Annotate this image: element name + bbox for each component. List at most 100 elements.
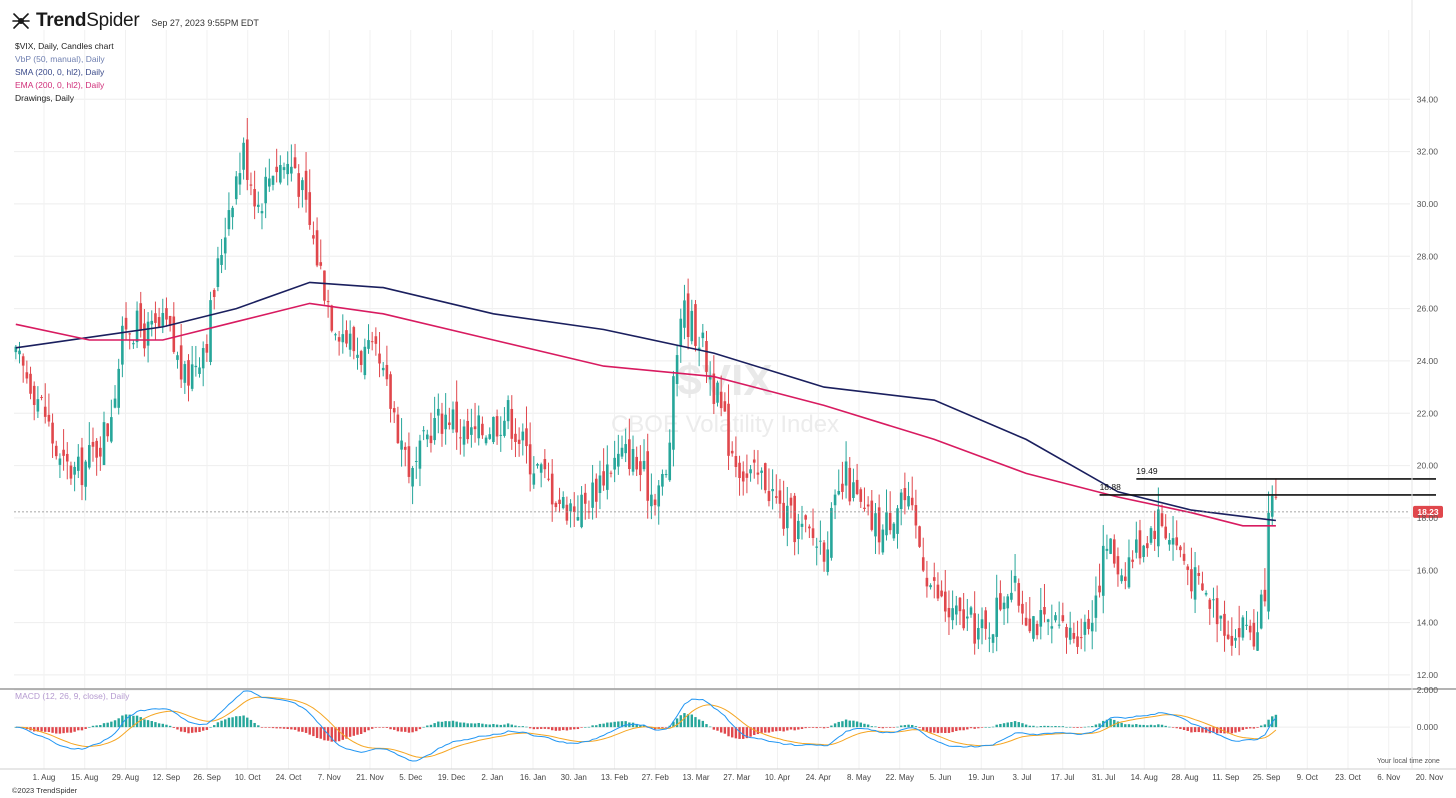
macd-histogram-bar xyxy=(66,727,69,733)
candle-body xyxy=(1039,610,1043,627)
macd-histogram-bar xyxy=(899,725,903,728)
macd-histogram-bar xyxy=(558,727,561,731)
legend-symbol[interactable]: $VIX, Daily, Candles chart xyxy=(15,41,114,51)
time-tick-label: 10. Apr xyxy=(765,773,791,782)
macd-histogram-bar xyxy=(323,727,326,741)
candle-body xyxy=(139,303,143,331)
macd-histogram-bar xyxy=(819,727,822,728)
candle-body xyxy=(282,167,286,171)
candle-body xyxy=(1006,596,1010,609)
candle-body xyxy=(1149,528,1153,543)
candle-body xyxy=(793,495,796,543)
candle-body xyxy=(1252,622,1256,647)
candle-body xyxy=(855,479,859,495)
candle-body xyxy=(135,310,139,343)
macd-histogram-bar xyxy=(1087,726,1090,728)
candle-body xyxy=(481,423,484,436)
legend-sma[interactable]: SMA (200, 0, hl2), Daily xyxy=(15,67,105,77)
macd-legend[interactable]: MACD (12, 26, 9, close), Daily xyxy=(15,691,130,701)
candle-body xyxy=(444,414,447,430)
candle-body xyxy=(539,464,543,473)
candle-body xyxy=(1112,539,1116,564)
candle-body xyxy=(389,374,392,409)
candle-body xyxy=(694,304,697,346)
brand-logo: TrendSpider xyxy=(36,10,140,32)
macd-histogram-bar xyxy=(631,722,635,728)
candle-body xyxy=(723,401,727,412)
candle-body xyxy=(418,440,422,469)
candle-body xyxy=(76,456,80,471)
candle-body xyxy=(929,585,932,588)
macd-histogram-bar xyxy=(969,727,973,729)
candle-body xyxy=(150,320,154,325)
candle-body xyxy=(639,461,642,476)
macd-histogram-bar xyxy=(995,724,998,728)
candle-body xyxy=(668,442,672,481)
time-tick-label: 20. Nov xyxy=(1416,773,1444,782)
macd-histogram-bar xyxy=(257,725,260,728)
candle-body xyxy=(1267,512,1270,612)
macd-histogram-bar xyxy=(293,727,297,730)
macd-histogram-bar xyxy=(562,727,565,731)
chart-timestamp: Sep 27, 2023 9:55PM EDT xyxy=(151,17,259,28)
macd-histogram-bar xyxy=(235,716,238,728)
macd-histogram-bar xyxy=(290,727,293,730)
candle-body xyxy=(624,444,627,454)
candle-body xyxy=(977,627,980,640)
macd-histogram-bar xyxy=(767,727,771,733)
macd-tick-label: 2.000 xyxy=(1417,685,1439,695)
candle-body xyxy=(675,355,679,384)
macd-histogram-bar xyxy=(510,724,513,728)
price-tick-label: 20.00 xyxy=(1417,461,1439,471)
candle-body xyxy=(106,423,109,437)
candle-body xyxy=(1120,575,1123,582)
macd-histogram-bar xyxy=(852,720,855,728)
drawn-levels[interactable]: 19.49 18.88 18.23 xyxy=(14,466,1443,518)
candle-body xyxy=(385,364,389,380)
macd-histogram-bar xyxy=(40,727,43,732)
candle-body xyxy=(499,434,503,436)
candle-body xyxy=(870,500,874,530)
copyright: ©2023 TrendSpider xyxy=(12,786,78,795)
candle-body xyxy=(378,353,381,364)
candle-body xyxy=(1226,634,1230,639)
macd-histogram-bar xyxy=(903,725,907,728)
candle-body xyxy=(962,609,965,629)
candle-body xyxy=(863,507,866,509)
indicator-legend[interactable]: $VIX, Daily, Candles chart VbP (50, manu… xyxy=(15,40,114,105)
candle-body xyxy=(1182,553,1186,561)
candle-body xyxy=(569,503,572,512)
candle-body xyxy=(914,505,918,526)
legend-vbp[interactable]: VbP (50, manual), Daily xyxy=(15,54,105,64)
macd-histogram-bar xyxy=(400,727,403,732)
candle-body xyxy=(1237,628,1241,638)
macd-histogram-bar xyxy=(209,727,212,728)
macd-histogram-bar xyxy=(617,721,620,728)
candle-body xyxy=(1219,615,1223,619)
macd-histogram-bar xyxy=(554,727,558,731)
macd-histogram-bar xyxy=(363,727,367,733)
candle-body xyxy=(683,300,686,328)
legend-ema[interactable]: EMA (200, 0, hl2), Daily xyxy=(15,80,105,90)
time-tick-label: 19. Jun xyxy=(968,773,994,782)
price-tick-label: 26.00 xyxy=(1417,304,1439,314)
macd-histogram-bar xyxy=(224,719,227,728)
macd-histogram-bar xyxy=(356,727,359,735)
macd-histogram-bar xyxy=(385,727,389,728)
macd-histogram-bar xyxy=(620,721,624,728)
candle-body xyxy=(734,456,738,467)
candle-body xyxy=(69,465,73,479)
macd-histogram-bar xyxy=(1094,724,1098,728)
legend-drawings[interactable]: Drawings, Daily xyxy=(15,93,75,103)
candle-body xyxy=(745,473,749,478)
candle-body xyxy=(852,482,855,498)
candle-body xyxy=(433,418,436,441)
candle-body xyxy=(36,399,40,412)
candle-body xyxy=(1186,566,1190,570)
macd-histogram-bar xyxy=(1017,722,1020,728)
macd-histogram-bar xyxy=(609,722,613,728)
macd-histogram-bar xyxy=(991,726,995,728)
candle-body xyxy=(631,449,635,472)
candle-body xyxy=(1013,575,1017,583)
